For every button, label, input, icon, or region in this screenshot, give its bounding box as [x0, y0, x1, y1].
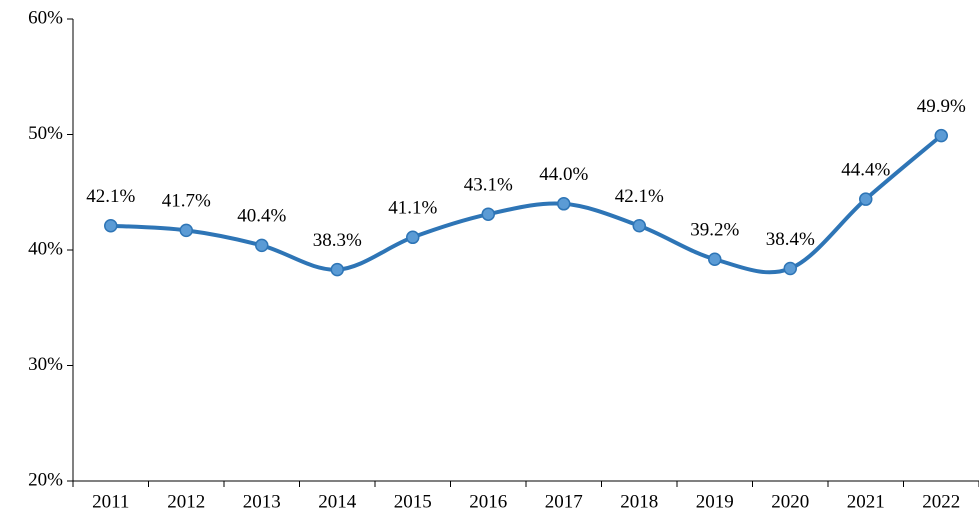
x-tick-label: 2021 — [847, 491, 885, 512]
data-label: 49.9% — [917, 96, 966, 117]
line — [110, 134, 943, 275]
data-label: 42.1% — [86, 186, 135, 207]
data-label: 38.4% — [766, 229, 815, 250]
y-tick-label: 20% — [28, 469, 63, 490]
marker — [632, 218, 646, 233]
x-tick-label: 2013 — [243, 491, 281, 512]
marker — [557, 197, 571, 211]
marker — [859, 192, 873, 206]
marker — [104, 218, 118, 233]
x-tick-label: 2019 — [696, 491, 734, 512]
marker — [330, 262, 344, 277]
x-tick-label: 2015 — [394, 491, 432, 512]
data-label: 41.7% — [162, 191, 211, 212]
marker — [934, 128, 948, 143]
marker — [481, 207, 495, 221]
x-tick-label: 2011 — [92, 491, 129, 512]
data-label: 40.4% — [237, 206, 286, 227]
x-tick-label: 2020 — [771, 491, 809, 512]
data-label: 41.1% — [388, 198, 437, 219]
data-label: 44.4% — [841, 160, 890, 181]
y-tick-label: 50% — [28, 123, 63, 144]
marker — [783, 261, 797, 276]
x-tick-label: 2012 — [167, 491, 205, 512]
x-tick-label: 2016 — [469, 491, 507, 512]
data-label: 43.1% — [464, 175, 513, 196]
y-tick-label: 40% — [28, 238, 63, 259]
x-tick-label: 2017 — [545, 491, 583, 512]
x-tick-label: 2018 — [620, 491, 658, 512]
y-tick-label: 60% — [28, 7, 63, 28]
marker — [406, 230, 420, 245]
y-tick-label: 30% — [28, 354, 63, 375]
marker — [179, 223, 193, 238]
data-label: 38.3% — [313, 230, 362, 251]
data-label: 44.0% — [539, 164, 588, 185]
marker — [255, 238, 269, 253]
x-tick-label: 2022 — [922, 491, 960, 512]
marker — [708, 252, 722, 266]
data-label: 42.1% — [615, 186, 664, 207]
x-tick-label: 2014 — [318, 491, 357, 512]
data-label: 39.2% — [690, 220, 739, 241]
